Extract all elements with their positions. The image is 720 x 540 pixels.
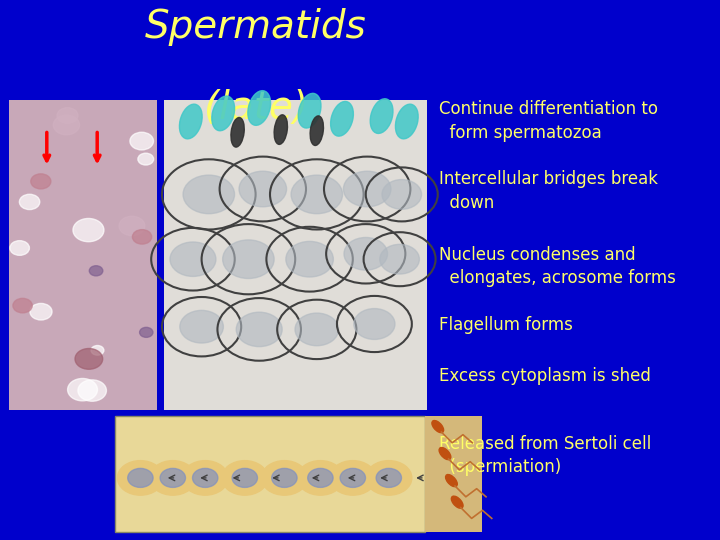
Circle shape [30, 303, 52, 320]
Ellipse shape [212, 96, 235, 131]
Ellipse shape [439, 448, 451, 460]
Circle shape [180, 310, 223, 343]
Circle shape [13, 299, 32, 313]
Circle shape [89, 266, 103, 276]
Ellipse shape [446, 475, 457, 487]
Circle shape [222, 461, 268, 495]
Circle shape [53, 115, 80, 135]
Ellipse shape [274, 115, 287, 144]
Bar [9, 100, 157, 410]
Ellipse shape [370, 99, 393, 133]
Ellipse shape [248, 91, 271, 125]
Text: Spermatids: Spermatids [145, 8, 366, 46]
Circle shape [340, 468, 366, 488]
Circle shape [183, 175, 235, 214]
Text: (late): (late) [204, 89, 307, 127]
Circle shape [57, 107, 78, 124]
Circle shape [295, 313, 338, 346]
Circle shape [73, 219, 104, 242]
Ellipse shape [451, 496, 463, 508]
Circle shape [222, 240, 274, 279]
Circle shape [170, 242, 216, 276]
Circle shape [160, 468, 186, 488]
Circle shape [127, 468, 153, 488]
Ellipse shape [310, 116, 323, 145]
Circle shape [192, 468, 218, 488]
Bar [164, 100, 427, 410]
Circle shape [297, 461, 343, 495]
Circle shape [232, 468, 258, 488]
Ellipse shape [330, 102, 354, 136]
Circle shape [271, 468, 297, 488]
Circle shape [119, 216, 145, 235]
Text: Continue differentiation to
  form spermatozoa: Continue differentiation to form spermat… [439, 100, 658, 141]
Circle shape [78, 380, 107, 401]
Circle shape [291, 175, 343, 214]
Ellipse shape [231, 118, 244, 147]
Circle shape [130, 132, 153, 150]
Circle shape [354, 308, 395, 340]
Circle shape [376, 468, 402, 488]
Circle shape [31, 174, 51, 189]
Circle shape [10, 241, 30, 255]
Circle shape [239, 171, 287, 207]
Circle shape [286, 241, 333, 277]
Bar [115, 416, 425, 532]
Circle shape [140, 327, 153, 338]
Text: Intercellular bridges break
  down: Intercellular bridges break down [439, 170, 658, 212]
Circle shape [330, 461, 376, 495]
Circle shape [19, 194, 40, 210]
Text: Excess cytoplasm is shed: Excess cytoplasm is shed [439, 367, 651, 385]
Ellipse shape [179, 104, 202, 139]
Ellipse shape [395, 104, 418, 139]
Circle shape [132, 230, 152, 244]
Circle shape [182, 461, 228, 495]
Circle shape [380, 244, 419, 274]
Bar [425, 416, 482, 532]
Text: Released from Sertoli cell
  (spermiation): Released from Sertoli cell (spermiation) [439, 435, 652, 476]
Circle shape [75, 348, 103, 369]
Text: Flagellum forms: Flagellum forms [439, 316, 573, 334]
Circle shape [344, 238, 387, 270]
Circle shape [382, 179, 422, 209]
Circle shape [91, 346, 104, 355]
Circle shape [366, 461, 412, 495]
Ellipse shape [432, 421, 444, 433]
Ellipse shape [298, 93, 321, 128]
Circle shape [261, 461, 307, 495]
Text: Nucleus condenses and
  elongates, acrosome forms: Nucleus condenses and elongates, acrosom… [439, 246, 676, 287]
Circle shape [236, 312, 282, 347]
Circle shape [138, 153, 153, 165]
Circle shape [150, 461, 196, 495]
Circle shape [343, 171, 391, 207]
Circle shape [307, 468, 333, 488]
Circle shape [68, 379, 97, 401]
Circle shape [117, 461, 163, 495]
